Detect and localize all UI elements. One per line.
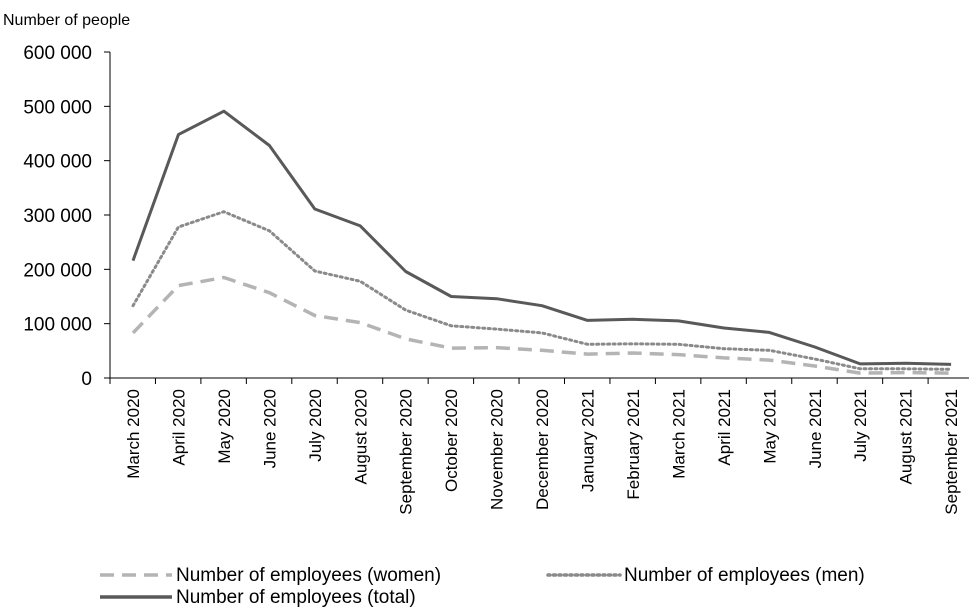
y-tick-label: 200 000	[23, 260, 92, 281]
legend-label: Number of employees (total)	[176, 587, 416, 608]
y-tick-label: 400 000	[23, 152, 92, 173]
legend: Number of employees (women) Number of emp…	[100, 565, 865, 608]
y-tick-label: 0	[81, 369, 92, 390]
x-tick-label: July 2020	[306, 389, 325, 462]
series-line-dashed	[131, 275, 952, 375]
y-axis-ticks: 0 100 000 200 000 300 000 400 000 500 000 600 …	[23, 43, 110, 390]
x-tick-label: June 2020	[260, 389, 279, 468]
x-tick-label: April 2020	[169, 389, 188, 466]
series-line-dotted	[131, 210, 953, 371]
x-tick-label: October 2020	[442, 389, 461, 492]
x-tick-label: May 2021	[760, 389, 779, 464]
x-tick-label: March 2021	[669, 389, 688, 479]
x-tick-label: December 2020	[533, 389, 552, 510]
series-lines	[131, 109, 953, 375]
x-tick-label: November 2020	[488, 389, 507, 510]
y-axis-title: Number of people	[3, 12, 130, 29]
y-tick-label: 500 000	[23, 97, 92, 118]
x-tick-label: August 2020	[351, 389, 370, 484]
x-tick-label: June 2021	[806, 389, 825, 468]
x-tick-label: April 2021	[715, 389, 734, 466]
x-tick-label: August 2021	[897, 389, 916, 484]
y-tick-label: 600 000	[23, 43, 92, 64]
series-line-solid	[131, 109, 952, 366]
x-tick-label: July 2021	[851, 389, 870, 462]
legend-label: Number of employees (women)	[176, 565, 441, 586]
x-tick-label: January 2021	[579, 389, 598, 492]
y-tick-label: 100 000	[23, 315, 92, 336]
x-axis-ticks: March 2020 April 2020 May 2020 June 2020 Jul…	[109, 378, 961, 515]
x-tick-label: May 2020	[215, 389, 234, 464]
x-tick-label: September 2020	[397, 389, 416, 515]
legend-label: Number of employees (men)	[624, 565, 865, 586]
x-tick-label: February 2021	[624, 389, 643, 500]
x-tick-label: March 2020	[124, 389, 143, 479]
x-tick-label: September 2021	[942, 389, 961, 515]
y-tick-label: 300 000	[23, 206, 92, 227]
